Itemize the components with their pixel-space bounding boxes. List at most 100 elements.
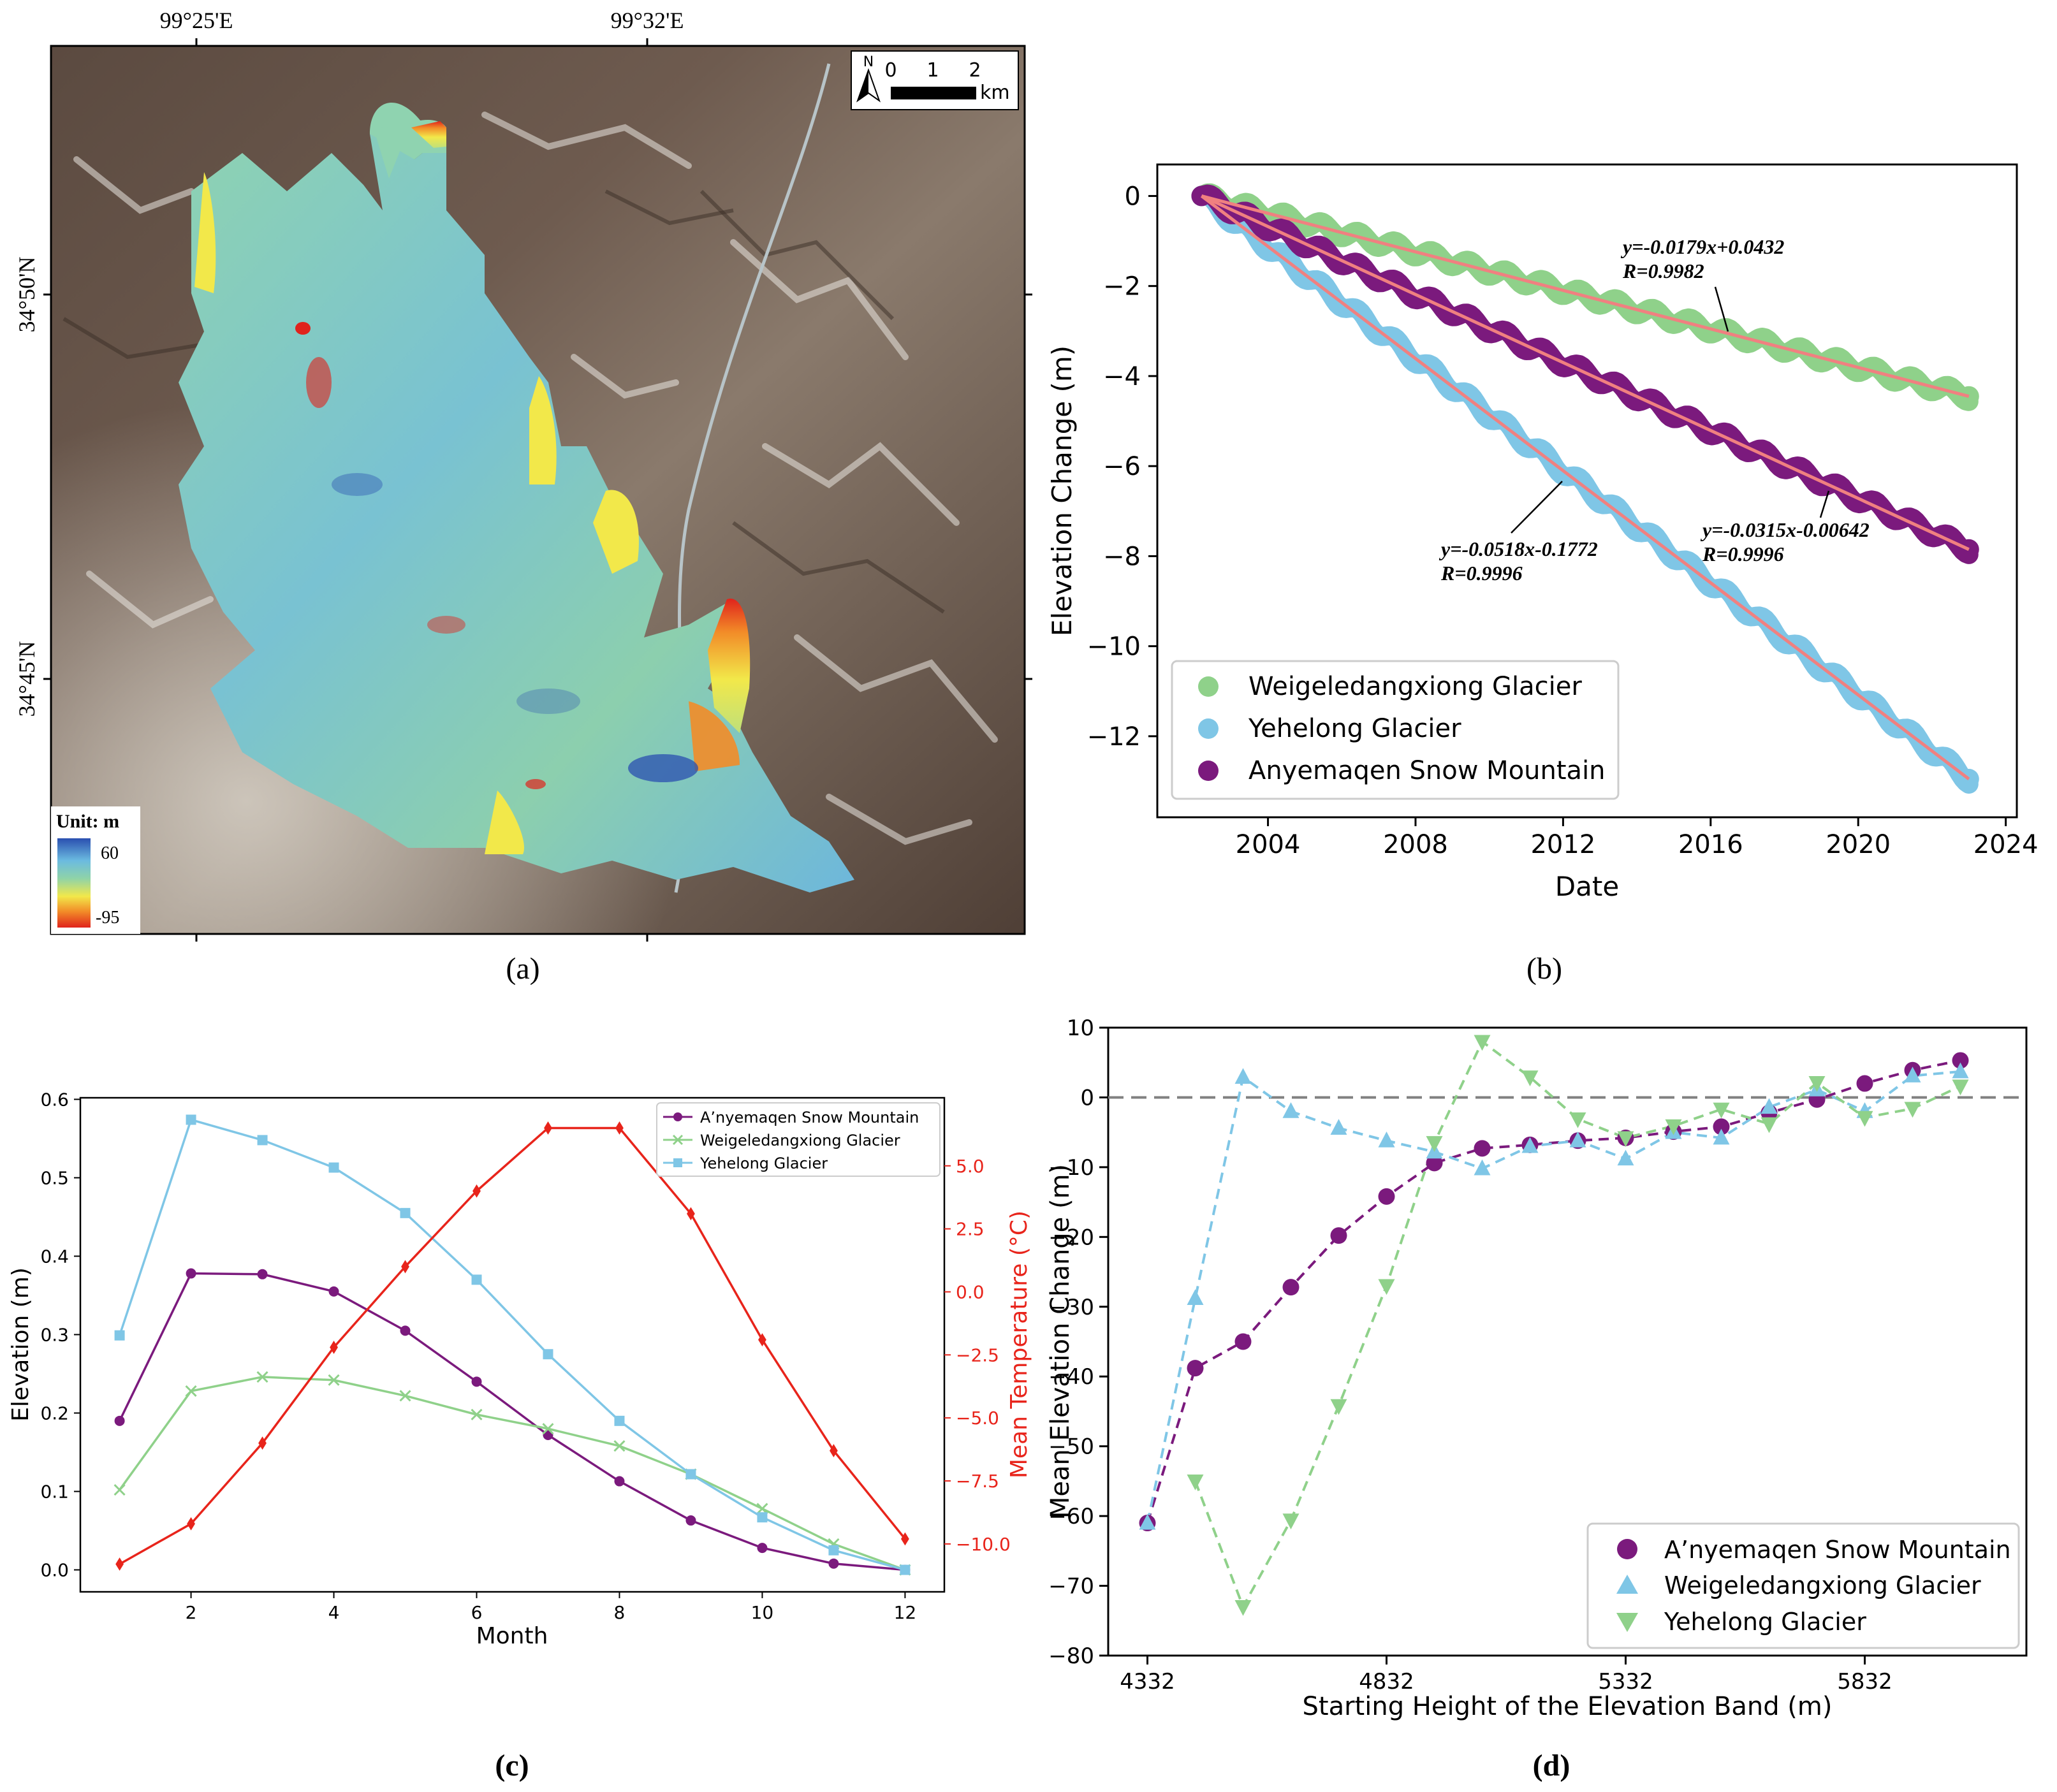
d-point-1-2 <box>1234 1068 1252 1084</box>
fit-leader-yehelong <box>1511 481 1563 534</box>
d-point-0-15 <box>1856 1075 1873 1092</box>
legend-d-label-1: Weigeledangxiong Glacier <box>1664 1571 1981 1599</box>
c-y2tick-label-0: 5.0 <box>956 1156 985 1177</box>
c-point-1-3 <box>328 1374 340 1386</box>
c-y2tick-label-3: −2.5 <box>956 1344 999 1366</box>
b-fit-line-1 <box>1200 194 1970 780</box>
legend-d-label-2: Yehelong Glacier <box>1664 1608 1866 1636</box>
chart-b-legend-box <box>1171 660 1620 800</box>
north-tongue-stem <box>376 126 402 178</box>
snow-ridges <box>73 112 998 845</box>
b-fit-line-2 <box>1201 194 1970 551</box>
d-xtick-label-2: 5332 <box>1598 1669 1653 1694</box>
d-ytick-label-8: −70 <box>1048 1574 1094 1599</box>
scale-label-2: 2 <box>969 59 981 82</box>
d-point-0-6 <box>1426 1155 1443 1172</box>
d-point-2-13 <box>1808 1076 1826 1092</box>
chart-d: 4332 4832 5332 5832 10 0 −10 −20 −30 −40 −50 −60 −70… <box>1046 1016 2028 1721</box>
b-xtick-label-5: 2024 <box>1973 830 2039 859</box>
d-ytick-label-2: −10 <box>1048 1155 1094 1181</box>
c-y2tick-label-1: 2.5 <box>956 1219 985 1240</box>
c-xtick-label-4: 10 <box>751 1602 774 1623</box>
c-point-0-10 <box>828 1558 839 1569</box>
label-b: (b) <box>1526 952 1562 986</box>
chart-b-series <box>1191 183 1979 794</box>
c-temp-point-2 <box>258 1436 267 1450</box>
c-ytick-label-0: 0.0 <box>40 1560 69 1581</box>
loss-spot-3 <box>427 616 465 634</box>
c-series-line-1 <box>119 1376 906 1571</box>
legend-max: 60 <box>101 843 119 863</box>
d-point-1-1 <box>1187 1289 1204 1306</box>
c-point-2-4 <box>400 1207 411 1218</box>
fit-eq-yehelong: y=-0.0518x-0.1772 <box>1438 537 1598 560</box>
d-point-2-4 <box>1378 1279 1395 1295</box>
c-y2tick-label-5: −7.5 <box>956 1471 999 1492</box>
c-point-0-4 <box>400 1325 411 1336</box>
c-y2tick-label-4: −5.0 <box>956 1408 999 1429</box>
b-xtick-label-0: 2004 <box>1236 830 1301 859</box>
c-xtick-label-0: 2 <box>186 1602 197 1623</box>
d-ytick-label-9: −80 <box>1048 1643 1094 1669</box>
chart-b-ticks: 2004 2008 2012 2016 2020 2024 0 −2 −4 −6 −8 −10 −12 <box>1087 182 2039 859</box>
d-point-2-7 <box>1521 1070 1539 1087</box>
c-temp-point-6 <box>544 1121 552 1135</box>
legend-b-marker-0 <box>1198 676 1219 697</box>
d-point-1-17 <box>1952 1062 1969 1079</box>
d-point-0-3 <box>1282 1279 1299 1296</box>
c-point-2-5 <box>471 1274 482 1285</box>
southeast-tongue <box>708 599 750 733</box>
c-point-2-7 <box>614 1415 625 1426</box>
c-xtick-label-5: 12 <box>894 1602 917 1623</box>
d-point-2-5 <box>1426 1136 1443 1152</box>
legend-d-marker-2 <box>1616 1613 1638 1632</box>
d-point-2-6 <box>1474 1035 1491 1051</box>
c-point-0-5 <box>471 1376 482 1387</box>
d-point-2-14 <box>1856 1111 1873 1127</box>
c-ytick-label-6: 0.6 <box>40 1089 69 1110</box>
d-point-2-16 <box>1952 1079 1969 1096</box>
legend-d-marker-0 <box>1617 1539 1637 1559</box>
d-point-2-12 <box>1761 1117 1778 1133</box>
south-tongue <box>485 790 524 854</box>
legend-min: -95 <box>96 908 119 928</box>
c-y2tick-label-2: 0.0 <box>956 1281 985 1302</box>
d-xtick-label-3: 5832 <box>1837 1669 1892 1694</box>
scale-unit: km <box>980 82 1010 104</box>
chart-c-ylabel: Elevation (m) <box>8 1267 34 1422</box>
c-series-line-0 <box>119 1272 905 1571</box>
legend-c-label-0: A’nyemaqen Snow Mountain <box>700 1109 919 1126</box>
c-point-1-4 <box>399 1390 411 1402</box>
glacier-mass <box>179 121 854 892</box>
c-point-1-0 <box>113 1484 126 1496</box>
map-frame <box>50 45 1026 935</box>
chart-d-legend: A’nyemaqen Snow Mountain Weigeledangxion… <box>1586 1522 2020 1649</box>
c-point-0-7 <box>614 1476 625 1487</box>
b-xtick-label-2: 2012 <box>1530 830 1595 859</box>
chart-c-xlabel: Month <box>476 1623 548 1649</box>
legend-c-marker-2 <box>673 1158 682 1167</box>
middle-tongue <box>529 376 557 484</box>
b-fit-line-0 <box>1201 194 1970 398</box>
b-xtick-label-1: 2008 <box>1383 830 1448 859</box>
legend-d-label-0: A’nyemaqen Snow Mountain <box>1664 1536 2011 1564</box>
c-temp-point-3 <box>330 1341 338 1354</box>
c-xtick-label-1: 4 <box>328 1602 340 1623</box>
fit-leader-weigeledangxiong <box>1714 286 1729 332</box>
c-point-2-9 <box>757 1512 768 1523</box>
d-point-0-17 <box>1952 1052 1969 1069</box>
legend-b-label-0: Weigeledangxiong Glacier <box>1248 672 1582 701</box>
d-point-1-16 <box>1904 1067 1921 1082</box>
c-point-1-6 <box>542 1423 554 1435</box>
c-temp-point-7 <box>615 1121 624 1135</box>
lon-label-1: 99°25'E <box>160 8 233 33</box>
c-ytick-label-1: 0.1 <box>40 1482 69 1503</box>
d-series-line-2 <box>1194 1039 1961 1610</box>
fit-eq-weigeledangxiong: y=-0.0179x+0.0432 <box>1620 235 1784 258</box>
d-point-0-5 <box>1378 1188 1395 1205</box>
d-ytick-label-6: −50 <box>1048 1434 1094 1460</box>
east-tongue <box>593 490 639 574</box>
chart-b: 2004 2008 2012 2016 2020 20240−2−4−6−8−10−12 … <box>1046 163 2039 902</box>
north-tongue-terminus <box>411 121 446 148</box>
